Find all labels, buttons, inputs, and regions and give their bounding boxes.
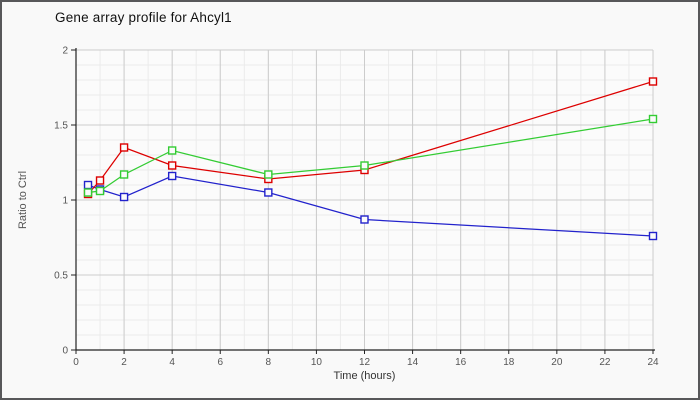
x-tick-label: 24 [647, 357, 659, 368]
x-tick-label: 2 [121, 357, 127, 368]
series-blue-marker [648, 231, 658, 241]
series-blue-marker [119, 192, 129, 202]
y-tick-label: 2 [62, 46, 68, 57]
series-green-marker [648, 114, 658, 124]
series-red-marker [95, 176, 105, 185]
y-tick-label: 1.5 [54, 121, 68, 132]
x-tick-label: 16 [455, 357, 467, 368]
y-tick-label: 0 [62, 346, 68, 357]
x-tick-label: 0 [73, 357, 79, 368]
series-green-marker [264, 170, 273, 179]
x-tick-label: 10 [311, 357, 323, 368]
chart-title: Gene array profile for Ahcyl1 [55, 10, 232, 25]
series-blue-marker [83, 180, 93, 190]
x-tick-label: 4 [169, 357, 175, 368]
series-green-marker [119, 170, 129, 179]
series-green [83, 114, 658, 197]
series-red-marker [648, 77, 658, 86]
y-axis-title: Ratio to Ctrl [17, 170, 29, 230]
x-axis-title: Time (hours) [333, 370, 396, 382]
series-green-marker [95, 186, 105, 196]
series-green-marker [167, 146, 177, 155]
x-tick-label: 20 [551, 357, 563, 368]
x-tick-label: 22 [599, 357, 611, 368]
series-red-marker [167, 161, 177, 170]
series-blue-marker [264, 188, 273, 197]
series-red-marker [119, 143, 129, 152]
y-tick-label: 0.5 [54, 271, 68, 282]
x-tick-label: 18 [503, 357, 515, 368]
series-blue-marker [167, 171, 177, 181]
x-tick-label: 12 [359, 357, 371, 368]
y-tick-label: 1 [62, 196, 68, 207]
series-green-marker [83, 188, 93, 197]
x-tick-label: 6 [217, 357, 223, 368]
series-green-marker [360, 161, 369, 170]
x-tick-label: 14 [407, 357, 419, 368]
x-tick-label: 8 [266, 357, 272, 368]
series-blue-marker [360, 215, 369, 224]
